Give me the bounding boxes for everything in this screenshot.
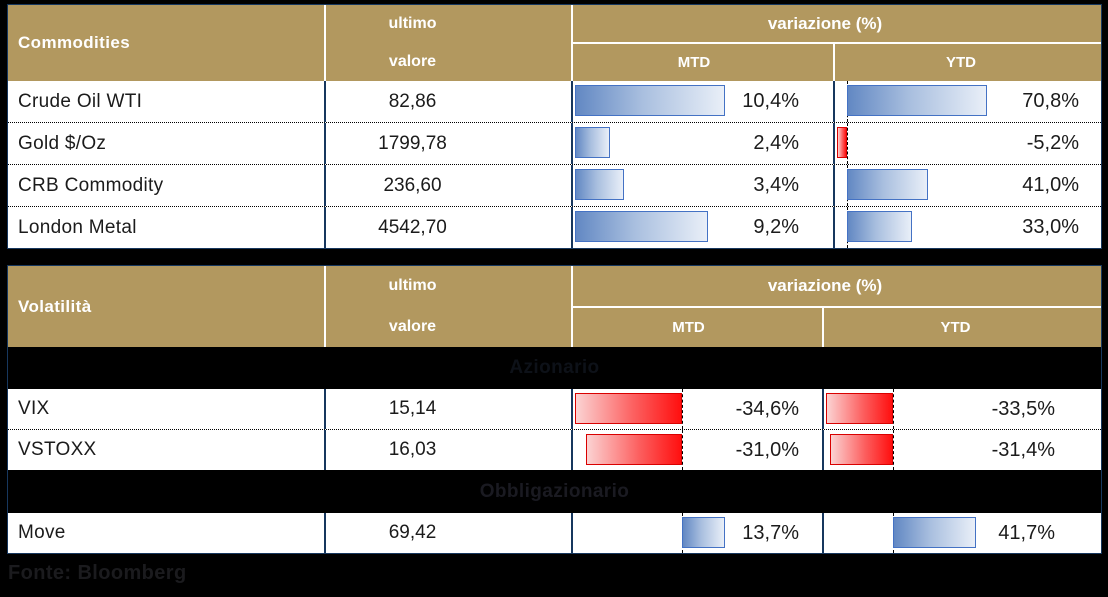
variation-header: variazione (%) xyxy=(573,266,1101,308)
mtd-negative-bar xyxy=(586,434,683,465)
table-row: Move 69,42 13,7% 41,7% xyxy=(8,513,1101,553)
mtd-negative-bar xyxy=(575,393,683,424)
ytd-value: -5,2% xyxy=(1026,132,1079,154)
ytd-value: 33,0% xyxy=(1022,216,1079,238)
last-value-header-line1: ultimo xyxy=(388,15,437,32)
last-value-cell: 69,42 xyxy=(326,513,573,553)
mtd-cell: 13,7% xyxy=(573,513,824,553)
mtd-zero-axis-line xyxy=(682,430,684,470)
mtd-cell: 9,2% xyxy=(573,207,835,248)
ytd-zero-axis-line xyxy=(892,430,894,470)
ytd-column-header: YTD xyxy=(940,318,971,336)
table-row: VSTOXX 16,03 -31,0% -31,4% xyxy=(8,429,1101,470)
mtd-cell: -34,6% xyxy=(573,389,824,429)
ytd-positive-bar xyxy=(847,211,913,242)
mtd-zero-axis-line xyxy=(682,389,684,429)
table-row: Gold $/Oz 1799,78 2,4% -5,2% xyxy=(8,122,1101,164)
commodities-table-header: Commodities ultimo valore variazione (%)… xyxy=(8,5,1101,81)
volatility-table: Volatilità ultimo valore variazione (%) … xyxy=(7,265,1102,554)
last-value-column-header: ultimo valore xyxy=(326,266,573,347)
source-note: Fonte: Bloomberg xyxy=(8,562,187,584)
table-title: Volatilità xyxy=(8,266,326,347)
mtd-value: -34,6% xyxy=(735,397,799,420)
ytd-positive-bar xyxy=(892,517,976,548)
mtd-positive-bar xyxy=(575,85,725,116)
instrument-name-cell: VSTOXX xyxy=(8,430,326,470)
section-label: Azionario xyxy=(509,357,600,378)
mtd-value: 13,7% xyxy=(742,521,799,544)
ytd-negative-bar xyxy=(830,434,893,465)
table-row: CRB Commodity 236,60 3,4% 41,0% xyxy=(8,164,1101,206)
ytd-cell: -31,4% xyxy=(824,430,1101,470)
mtd-value: -31,0% xyxy=(735,438,799,461)
variation-column-group: variazione (%) MTD YTD xyxy=(573,5,1101,81)
ytd-cell: 41,0% xyxy=(835,165,1101,206)
mtd-column-header: MTD xyxy=(573,44,835,81)
mtd-cell: 3,4% xyxy=(573,165,835,206)
mtd-positive-bar xyxy=(575,211,708,242)
ytd-zero-axis-line xyxy=(847,123,849,164)
ytd-value: 41,7% xyxy=(998,521,1055,544)
commodities-table: Commodities ultimo valore variazione (%)… xyxy=(7,4,1102,249)
ytd-positive-bar xyxy=(847,169,929,200)
last-value-cell: 15,14 xyxy=(326,389,573,429)
last-value-cell: 236,60 xyxy=(326,165,573,206)
ytd-negative-bar xyxy=(826,393,893,424)
mtd-cell: 10,4% xyxy=(573,81,835,122)
instrument-name-cell: Gold $/Oz xyxy=(8,123,326,164)
table-row: Crude Oil WTI 82,86 10,4% 70,8% xyxy=(8,81,1101,122)
instrument-name-cell: CRB Commodity xyxy=(8,165,326,206)
last-value-header-line2: valore xyxy=(388,317,437,335)
volatility-table-body: Azionario VIX 15,14 -34,6% -33,5% VSTOXX 16,03… xyxy=(8,347,1101,553)
mtd-positive-bar xyxy=(575,127,610,158)
section-band: Azionario xyxy=(8,347,1101,389)
variation-header: variazione (%) xyxy=(573,5,1101,44)
ytd-column-header: YTD xyxy=(946,54,976,71)
table-row: VIX 15,14 -34,6% -33,5% xyxy=(8,389,1101,429)
ytd-negative-bar xyxy=(837,127,848,158)
last-value-header-line1: ultimo xyxy=(388,277,437,295)
table-row: London Metal 4542,70 9,2% 33,0% xyxy=(8,206,1101,248)
last-value-cell: 4542,70 xyxy=(326,207,573,248)
ytd-cell: 33,0% xyxy=(835,207,1101,248)
last-value-header-line2: valore xyxy=(388,53,437,70)
last-value-cell: 1799,78 xyxy=(326,123,573,164)
mtd-cell: -31,0% xyxy=(573,430,824,470)
ytd-value: 70,8% xyxy=(1022,90,1079,112)
instrument-name-cell: Move xyxy=(8,513,326,553)
commodities-table-body: Crude Oil WTI 82,86 10,4% 70,8% Gold $/Oz 179… xyxy=(8,81,1101,248)
instrument-name-cell: VIX xyxy=(8,389,326,429)
last-value-cell: 82,86 xyxy=(326,81,573,122)
instrument-name-cell: Crude Oil WTI xyxy=(8,81,326,122)
section-band: Obbligazionario xyxy=(8,470,1101,513)
ytd-cell: -5,2% xyxy=(835,123,1101,164)
ytd-value: -33,5% xyxy=(991,397,1055,420)
ytd-zero-axis-line xyxy=(892,389,894,429)
section-label: Obbligazionario xyxy=(479,480,630,502)
mtd-column-header: MTD xyxy=(573,307,824,347)
ytd-value: 41,0% xyxy=(1022,174,1079,196)
mtd-value: 9,2% xyxy=(753,216,799,238)
volatility-table-header: Volatilità ultimo valore variazione (%) … xyxy=(8,266,1101,347)
table-title: Commodities xyxy=(8,5,326,81)
mtd-positive-bar xyxy=(682,517,725,548)
ytd-cell: -33,5% xyxy=(824,389,1101,429)
last-value-column-header: ultimo valore xyxy=(326,5,573,81)
mtd-cell: 2,4% xyxy=(573,123,835,164)
instrument-name-cell: London Metal xyxy=(8,207,326,248)
ytd-positive-bar xyxy=(847,85,987,116)
mtd-value: 3,4% xyxy=(753,174,799,196)
mtd-value: 2,4% xyxy=(753,132,799,154)
ytd-cell: 70,8% xyxy=(835,81,1101,122)
mtd-positive-bar xyxy=(575,169,625,200)
last-value-cell: 16,03 xyxy=(326,430,573,470)
ytd-value: -31,4% xyxy=(991,438,1055,461)
mtd-value: 10,4% xyxy=(742,90,799,112)
ytd-cell: 41,7% xyxy=(824,513,1101,553)
variation-column-group: variazione (%) MTD YTD xyxy=(573,266,1101,347)
